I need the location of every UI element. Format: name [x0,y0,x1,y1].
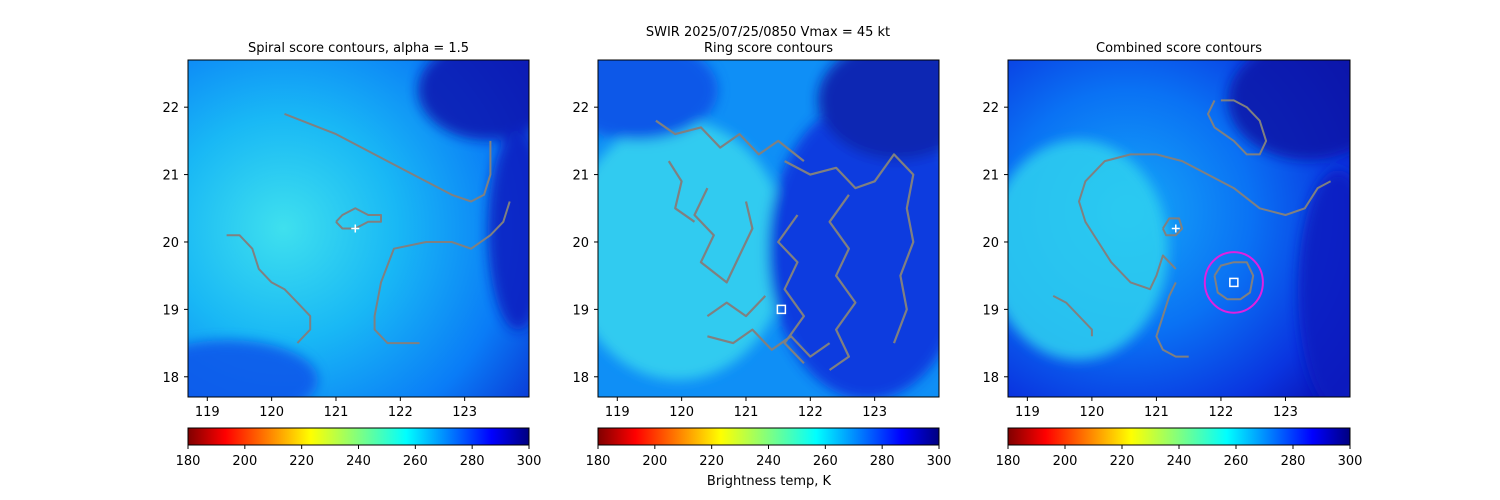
x-tick-label: 119 [1015,405,1040,420]
axes-frame [597,59,940,398]
contour-line [1155,281,1189,358]
center-square-marker [1229,277,1239,288]
colorbar-tick-label: 180 [176,454,201,469]
center-plus-marker [1171,224,1180,233]
y-tick-label: 19 [982,303,999,318]
colorbar-gradient [187,427,530,446]
contour-line [284,112,492,203]
contour-line [667,160,696,223]
colorbar-2: 180 200 220 240 260 280 300 [586,427,952,469]
panel-2: Ring score contours 119 120 121 122 123 18 19 20… [572,41,940,420]
y-tick-label: 18 [982,371,999,386]
y-tick-label: 20 [162,236,179,251]
x-tick-label: 119 [605,405,630,420]
x-tick-label: 123 [1273,405,1298,420]
contour-line [777,214,805,365]
contour-line [226,234,312,344]
colorbar-tick-label: 280 [1281,454,1306,469]
contour-line [1052,295,1093,337]
x-tick-label: 122 [798,405,823,420]
colorbar-tick-label: 260 [403,454,428,469]
y-tick-label: 20 [982,236,999,251]
contour-line [1097,241,1177,291]
colorbar-tick-label: 220 [289,454,314,469]
center-plus-marker [351,224,360,233]
x-tick-label: 121 [734,405,759,420]
colorbar-tick-label: 280 [460,454,485,469]
colorbar-3: 180 200 220 240 260 280 300 [996,427,1363,469]
y-tick-label: 21 [982,169,999,184]
panel-3: Combined score contours 119 120 121 122 123 18… [982,41,1351,420]
colorbar-tick-label: 200 [1053,454,1078,469]
colorbar-tick-label: 180 [586,454,611,469]
y-tick-label: 22 [572,101,589,116]
x-tick-label: 123 [452,405,477,420]
x-tick-label: 120 [1079,405,1104,420]
center-circle [1203,251,1264,314]
colorbar-tick-label: 240 [756,454,781,469]
colorbar-tick-label: 220 [699,454,724,469]
figure-suptitle: SWIR 2025/07/25/0850 Vmax = 45 kt [646,25,890,40]
contour-line [706,295,767,318]
center-square-marker [776,304,787,315]
contour-line [828,194,857,371]
colorbar-tick-label: 180 [996,454,1021,469]
panel-title: Ring score contours [704,41,833,56]
colorbar-tick-label: 300 [927,454,952,469]
colorbar-tick-label: 200 [232,454,257,469]
colorbar-tick-label: 300 [1338,454,1363,469]
y-tick-label: 22 [162,101,179,116]
contour-line [707,328,831,358]
panel-title: Spiral score contours, alpha = 1.5 [248,41,469,56]
colorbar-tick-label: 300 [517,454,542,469]
x-tick-label: 120 [669,405,694,420]
y-tick-label: 21 [572,169,589,184]
colorbar-tick-label: 260 [813,454,838,469]
x-tick-label: 120 [259,405,284,420]
contour-line [693,187,754,284]
colorbar-tick-label: 240 [346,454,371,469]
colorbar-1: 180 200 220 240 260 280 300 [176,427,542,469]
y-tick-label: 21 [162,169,179,184]
colorbar-label: Brightness temp, K [707,474,832,489]
axes-frame [187,59,530,398]
contour-lines [1052,99,1332,358]
colorbar-gradient [597,427,940,446]
contour-line [1207,99,1268,156]
axes-frame [1007,59,1351,398]
panel-1: Spiral score contours, alpha = 1.5 119 120… [162,41,530,420]
panel-title: Combined score contours [1096,41,1262,56]
contour-lines [226,112,511,345]
y-tick-label: 18 [572,371,589,386]
contour-line [655,119,805,162]
contour-line [784,153,915,344]
colorbar-gradient [1007,427,1351,446]
x-tick-label: 122 [1209,405,1234,420]
x-tick-label: 122 [388,405,413,420]
y-tick-label: 18 [162,371,179,386]
y-tick-label: 22 [982,101,999,116]
y-tick-label: 19 [572,303,589,318]
colorbar-tick-label: 220 [1110,454,1135,469]
colorbar-tick-label: 200 [642,454,667,469]
x-tick-label: 119 [195,405,220,420]
contour-line [373,201,511,345]
colorbar-tick-label: 260 [1224,454,1249,469]
contour-line [1161,217,1184,237]
contour-lines [655,119,915,371]
contour-line [1213,261,1255,301]
colorbar-tick-label: 240 [1167,454,1192,469]
colorbar-tick-label: 280 [870,454,895,469]
x-tick-label: 123 [862,405,887,420]
y-tick-label: 20 [572,236,589,251]
contour-line [1078,153,1332,243]
x-tick-label: 121 [324,405,349,420]
x-tick-label: 121 [1144,405,1169,420]
contour-line [335,207,382,230]
y-tick-label: 19 [162,303,179,318]
